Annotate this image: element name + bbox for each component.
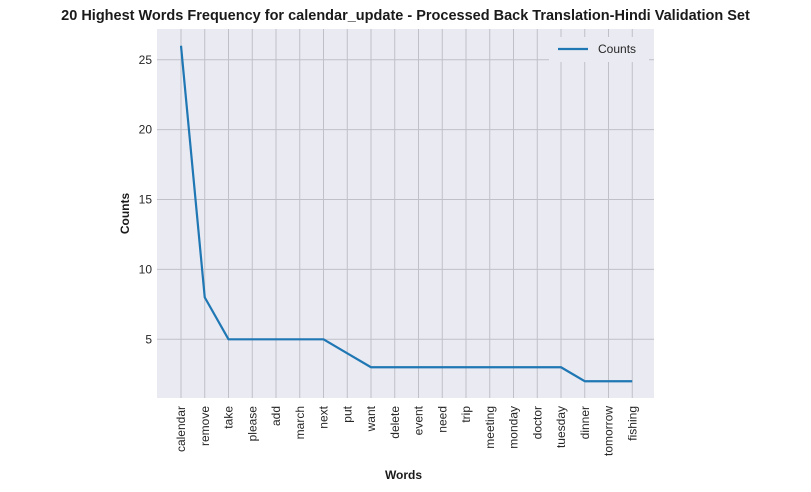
x-tick-label: please (245, 406, 259, 442)
x-tick-label: trip (459, 406, 473, 423)
y-tick-label: 15 (139, 193, 153, 207)
x-tick-label: meeting (483, 406, 497, 449)
x-tick-label: remove (198, 406, 212, 446)
x-tick-label: tuesday (554, 406, 568, 448)
y-tick-label: 25 (139, 53, 153, 67)
x-tick-label: calendar (174, 406, 188, 452)
x-tick-label: take (222, 406, 236, 429)
x-tick-label: event (412, 405, 426, 435)
x-tick-label: march (293, 406, 307, 439)
x-tick-label: fishing (625, 406, 639, 441)
x-tick-label: delete (388, 406, 402, 439)
y-axis-ticks: 5 10 15 20 25 (139, 53, 153, 347)
y-tick-label: 10 (139, 262, 153, 276)
x-tick-label: next (317, 405, 331, 428)
legend: Counts (549, 37, 649, 62)
series-layer (179, 45, 633, 383)
x-tick-label: want (364, 405, 378, 432)
x-axis-label: Words (385, 468, 422, 482)
y-axis-label: Counts (118, 193, 132, 235)
plot-area (157, 29, 654, 398)
x-tick-label: doctor (530, 406, 544, 439)
chart-title: 20 Highest Words Frequency for calendar_… (61, 8, 750, 24)
x-tick-label: add (269, 406, 283, 426)
legend-label: Counts (598, 42, 636, 56)
x-tick-label: need (435, 406, 449, 433)
x-tick-label: tomorrow (602, 406, 616, 456)
series-line (179, 45, 633, 383)
y-tick-label: 20 (139, 123, 153, 137)
grid-lines (157, 29, 654, 398)
x-tick-label: monday (507, 406, 521, 449)
x-axis-ticks: calendar remove take please add march next put w… (174, 405, 639, 456)
x-tick-label: dinner (578, 406, 592, 439)
x-tick-label: put (340, 405, 354, 422)
y-tick-label: 5 (145, 332, 152, 346)
